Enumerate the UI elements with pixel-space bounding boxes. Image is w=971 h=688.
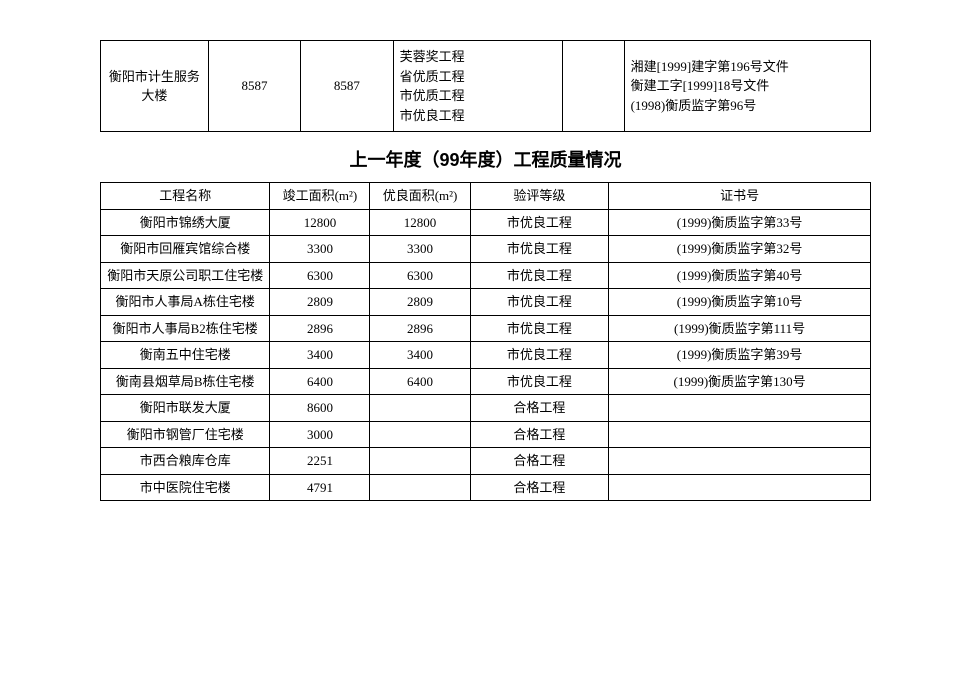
table-cell: (1999)衡质监字第10号 bbox=[609, 289, 871, 316]
table-cell bbox=[370, 395, 470, 422]
summary-good-area: 8587 bbox=[301, 41, 393, 132]
table-cell: 3300 bbox=[370, 236, 470, 263]
table-cell bbox=[609, 448, 871, 475]
table-cell: 衡阳市人事局B2栋住宅楼 bbox=[101, 315, 270, 342]
table-cell: 3400 bbox=[370, 342, 470, 369]
table-row: 衡南五中住宅楼34003400市优良工程(1999)衡质监字第39号 bbox=[101, 342, 871, 369]
table-cell: 合格工程 bbox=[470, 474, 609, 501]
table-cell: 市优良工程 bbox=[470, 289, 609, 316]
table-cell: 4791 bbox=[270, 474, 370, 501]
table-cell bbox=[370, 474, 470, 501]
summary-filler bbox=[562, 41, 624, 132]
table-cell: 合格工程 bbox=[470, 395, 609, 422]
table-row: 衡阳市人事局B2栋住宅楼28962896市优良工程(1999)衡质监字第111号 bbox=[101, 315, 871, 342]
table-cell: (1999)衡质监字第111号 bbox=[609, 315, 871, 342]
table-cell: 衡南县烟草局B栋住宅楼 bbox=[101, 368, 270, 395]
projects-table: 工程名称 竣工面积(m²) 优良面积(m²) 验评等级 证书号 衡阳市锦绣大厦1… bbox=[100, 182, 871, 501]
table-header-row: 工程名称 竣工面积(m²) 优良面积(m²) 验评等级 证书号 bbox=[101, 183, 871, 210]
table-cell bbox=[370, 421, 470, 448]
summary-completed-area: 8587 bbox=[208, 41, 300, 132]
table-cell: 市中医院住宅楼 bbox=[101, 474, 270, 501]
table-cell: 12800 bbox=[270, 209, 370, 236]
table-cell: (1999)衡质监字第130号 bbox=[609, 368, 871, 395]
table-cell: 6400 bbox=[370, 368, 470, 395]
table-cell: 衡阳市天原公司职工住宅楼 bbox=[101, 262, 270, 289]
table-cell: 2809 bbox=[370, 289, 470, 316]
table-cell: 6400 bbox=[270, 368, 370, 395]
table-cell: 8600 bbox=[270, 395, 370, 422]
summary-row: 衡阳市计生服务大楼 8587 8587 芙蓉奖工程省优质工程市优质工程市优良工程… bbox=[101, 41, 871, 132]
table-cell: 市优良工程 bbox=[470, 368, 609, 395]
table-cell bbox=[609, 421, 871, 448]
table-cell: 6300 bbox=[270, 262, 370, 289]
table-cell: 市优良工程 bbox=[470, 315, 609, 342]
table-cell: 合格工程 bbox=[470, 448, 609, 475]
table-cell: 2896 bbox=[370, 315, 470, 342]
col-header-cert: 证书号 bbox=[609, 183, 871, 210]
summary-awards: 芙蓉奖工程省优质工程市优质工程市优良工程 bbox=[393, 41, 562, 132]
table-cell bbox=[370, 448, 470, 475]
table-row: 衡南县烟草局B栋住宅楼64006400市优良工程(1999)衡质监字第130号 bbox=[101, 368, 871, 395]
table-row: 衡阳市锦绣大厦1280012800市优良工程(1999)衡质监字第33号 bbox=[101, 209, 871, 236]
table-cell: 市优良工程 bbox=[470, 342, 609, 369]
table-row: 衡阳市天原公司职工住宅楼63006300市优良工程(1999)衡质监字第40号 bbox=[101, 262, 871, 289]
table-cell: 6300 bbox=[370, 262, 470, 289]
table-cell: (1999)衡质监字第33号 bbox=[609, 209, 871, 236]
table-row: 衡阳市联发大厦8600 合格工程 bbox=[101, 395, 871, 422]
table-cell: 市优良工程 bbox=[470, 209, 609, 236]
summary-name: 衡阳市计生服务大楼 bbox=[101, 41, 209, 132]
section-title: 上一年度（99年度）工程质量情况 bbox=[100, 146, 871, 172]
col-header-good-area: 优良面积(m²) bbox=[370, 183, 470, 210]
table-cell: 合格工程 bbox=[470, 421, 609, 448]
table-cell: 3400 bbox=[270, 342, 370, 369]
table-cell: 市优良工程 bbox=[470, 236, 609, 263]
table-cell: 市西合粮库仓库 bbox=[101, 448, 270, 475]
table-cell: 2251 bbox=[270, 448, 370, 475]
table-cell: (1999)衡质监字第40号 bbox=[609, 262, 871, 289]
table-cell: 2896 bbox=[270, 315, 370, 342]
table-cell: 12800 bbox=[370, 209, 470, 236]
table-cell: 衡南五中住宅楼 bbox=[101, 342, 270, 369]
col-header-name: 工程名称 bbox=[101, 183, 270, 210]
table-row: 市中医院住宅楼4791 合格工程 bbox=[101, 474, 871, 501]
table-row: 衡阳市钢管厂住宅楼3000 合格工程 bbox=[101, 421, 871, 448]
table-cell bbox=[609, 474, 871, 501]
table-cell: 3000 bbox=[270, 421, 370, 448]
table-cell: 衡阳市回雁宾馆综合楼 bbox=[101, 236, 270, 263]
col-header-grade: 验评等级 bbox=[470, 183, 609, 210]
table-row: 市西合粮库仓库2251 合格工程 bbox=[101, 448, 871, 475]
table-cell: 市优良工程 bbox=[470, 262, 609, 289]
summary-certs: 湘建[1999]建字第196号文件衡建工字[1999]18号文件(1998)衡质… bbox=[624, 41, 870, 132]
table-cell: 2809 bbox=[270, 289, 370, 316]
table-cell: 衡阳市人事局A栋住宅楼 bbox=[101, 289, 270, 316]
table-cell: 衡阳市钢管厂住宅楼 bbox=[101, 421, 270, 448]
table-cell: 衡阳市锦绣大厦 bbox=[101, 209, 270, 236]
table-cell: (1999)衡质监字第32号 bbox=[609, 236, 871, 263]
table-cell bbox=[609, 395, 871, 422]
table-cell: (1999)衡质监字第39号 bbox=[609, 342, 871, 369]
col-header-completed-area: 竣工面积(m²) bbox=[270, 183, 370, 210]
table-row: 衡阳市回雁宾馆综合楼33003300市优良工程(1999)衡质监字第32号 bbox=[101, 236, 871, 263]
summary-row-table: 衡阳市计生服务大楼 8587 8587 芙蓉奖工程省优质工程市优质工程市优良工程… bbox=[100, 40, 871, 132]
table-row: 衡阳市人事局A栋住宅楼28092809市优良工程(1999)衡质监字第10号 bbox=[101, 289, 871, 316]
table-cell: 3300 bbox=[270, 236, 370, 263]
table-cell: 衡阳市联发大厦 bbox=[101, 395, 270, 422]
